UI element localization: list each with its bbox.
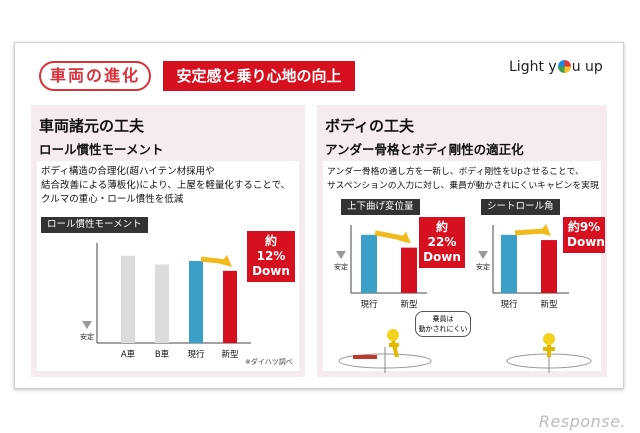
watermark: Response. xyxy=(538,412,626,431)
roll-inertia-svg: 安定 A車 B車 現行 新型 xyxy=(80,243,251,360)
stable-label: 安定 xyxy=(80,332,94,341)
desc-line: ボディ構造の合理化(超ハイテン材採用や xyxy=(41,166,215,177)
right-panel-subtitle: アンダー骨格とボディ剛性の適正化 xyxy=(325,142,524,157)
callout-line: Down xyxy=(252,264,290,278)
stable-label: 安定 xyxy=(334,262,348,271)
x-tick-label: 現行 xyxy=(500,299,518,310)
decrease-arrow-icon xyxy=(514,228,546,236)
desc-line: アンダー骨格の通し方を一新し、ボディ剛性をUpさせることで、 xyxy=(327,167,584,177)
brand-logo: Light y u up xyxy=(509,59,603,75)
desc-line: 結合改善による薄板化)により、上屋を軽量化することで、 xyxy=(41,180,291,191)
bubble-line: 動かされにくい xyxy=(418,325,468,333)
bar-新型 xyxy=(541,240,557,293)
x-tick-label: 現行 xyxy=(360,299,378,310)
section-pill: 車両の進化 xyxy=(39,61,151,91)
occupant-body-icon xyxy=(389,340,399,358)
bar-現行 xyxy=(189,260,203,343)
left-panel-body: ボディ構造の合理化(超ハイテン材採用や 結合改善による薄板化)により、上屋を軽量… xyxy=(37,161,299,371)
occupant-body-icon-2 xyxy=(543,345,555,357)
bar-A車 xyxy=(121,255,135,343)
theme-banner: 安定感と乗り心地の向上 xyxy=(163,61,355,91)
right-panel-body: アンダー骨格の通し方を一新し、ボディ剛性をUpさせることで、 サスペンションの入… xyxy=(323,161,605,373)
logo-text-post: u up xyxy=(571,59,603,75)
decrease-arrow-icon xyxy=(200,256,227,265)
x-tick-label: 新型 xyxy=(221,349,239,360)
desc-line: クルマの重心・ロール慣性を低減 xyxy=(41,194,184,205)
occupant-head-icon xyxy=(387,329,399,341)
seat-icon xyxy=(353,355,377,359)
logo-o-icon xyxy=(557,60,571,73)
bar-現行 xyxy=(361,234,377,293)
x-tick-label: A車 xyxy=(121,349,136,360)
logo-text-pre: Light y xyxy=(509,59,557,75)
left-panel-title: 車両諸元の工夫 xyxy=(39,117,145,135)
bending-displacement-chart: 安定現行 新型 xyxy=(327,217,457,313)
x-tick-label: 新型 xyxy=(400,299,418,310)
left-panel: 車両諸元の工夫 ロール慣性モーメント ボディ構造の合理化(超ハイテン材採用や 結… xyxy=(31,105,305,377)
right-panel: ボディの工夫 アンダー骨格とボディ剛性の適正化 アンダー骨格の通し方を一新し、ボ… xyxy=(317,105,607,377)
callout-line: 約22% xyxy=(427,220,457,249)
x-tick-label: B車 xyxy=(155,349,170,360)
bar-新型 xyxy=(401,247,417,293)
right-description: アンダー骨格の通し方を一新し、ボディ剛性をUpさせることで、 サスペンションの入… xyxy=(327,165,599,193)
decrease-arrowhead-icon xyxy=(539,224,551,237)
callout-line: Down xyxy=(567,235,605,249)
speech-bubble: 乗員は 動かされにくい xyxy=(415,311,471,337)
down-arrow-icon xyxy=(336,251,346,259)
left-callout: 約12% Down xyxy=(247,231,295,282)
down-arrow-icon xyxy=(82,321,92,329)
bar-現行 xyxy=(501,234,517,293)
down-arrow-icon xyxy=(478,251,488,259)
stable-label: 安定 xyxy=(476,262,490,271)
desc-line: サスペンションの入力に対し、乗員が動かされにくいキャビンを実現 xyxy=(327,181,599,191)
decrease-arrow-icon xyxy=(374,230,406,242)
callout-line: 約9% xyxy=(567,220,601,234)
left-description: ボディ構造の合理化(超ハイテン材採用や 結合改善による薄板化)により、上屋を軽量… xyxy=(41,165,290,207)
decrease-arrowhead-icon xyxy=(399,231,411,244)
occupant-illustration xyxy=(338,329,592,373)
x-tick-label: 新型 xyxy=(540,299,558,310)
bar-B車 xyxy=(155,264,169,343)
chart2-tag: シートロール角 xyxy=(481,199,560,215)
occupant-head-icon-2 xyxy=(543,333,555,345)
bubble-line: 乗員は xyxy=(432,315,454,323)
source-note: ※ダイハツ調べ xyxy=(245,358,293,366)
chart1-callout: 約22% Down xyxy=(419,217,465,268)
callout-line: Down xyxy=(423,250,461,264)
roll-inertia-chart: 安定 A車 B車 現行 新型 xyxy=(41,235,295,367)
left-panel-subtitle: ロール慣性モーメント xyxy=(39,142,164,157)
chart-tag: ロール慣性モーメント xyxy=(41,217,148,233)
callout-line: 約12% xyxy=(256,234,286,263)
chart1-tag: 上下曲げ変位量 xyxy=(341,199,420,215)
seat-roll-chart: 安定現行 新型 xyxy=(473,217,599,313)
bar-新型 xyxy=(223,270,237,343)
decrease-arrowhead-icon xyxy=(220,254,232,267)
chart2-callout: 約9% Down xyxy=(563,217,605,253)
x-tick-label: 現行 xyxy=(187,349,205,360)
slide-frame: 車両の進化 安定感と乗り心地の向上 Light y u up 車両諸元の工夫 ロー… xyxy=(14,42,624,389)
right-panel-title: ボディの工夫 xyxy=(325,117,414,135)
